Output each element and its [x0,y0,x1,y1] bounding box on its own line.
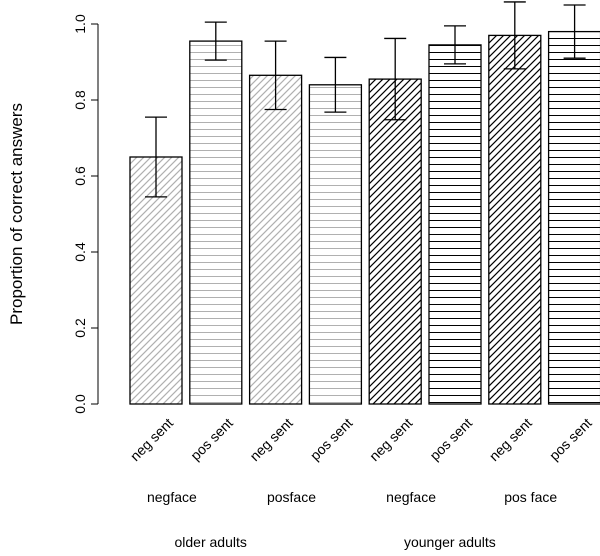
x-tick-label: neg sent [127,415,176,464]
x-tick-label: pos sent [426,415,475,464]
bar [428,44,482,405]
x-tick-label: pos sent [187,415,236,464]
x-tick-label: neg sent [486,415,535,464]
group-label: negface [147,489,197,505]
bar [547,30,600,405]
y-tick-label: 1.0 [72,14,88,34]
bar [368,78,422,405]
y-tick-label: 0.6 [72,166,88,186]
y-tick-label: 0.8 [72,90,88,110]
x-tick-label: neg sent [246,415,295,464]
subgroup-label: younger adults [404,534,496,550]
group-label: posface [267,489,316,505]
x-tick-label: pos sent [307,415,356,464]
group-label: negface [386,489,436,505]
subgroup-label: older adults [175,534,247,550]
bar [189,40,243,405]
y-axis-label: Proportion of correct answers [7,103,26,325]
bar [488,34,542,405]
x-tick-label: neg sent [366,415,415,464]
bar [248,74,303,405]
group-label: pos face [504,489,557,505]
bar [308,84,363,405]
bar [129,156,183,405]
y-tick-label: 0.0 [72,394,88,414]
y-tick-label: 0.2 [72,318,88,338]
x-tick-label: pos sent [546,415,595,464]
y-tick-label: 0.4 [72,242,88,262]
